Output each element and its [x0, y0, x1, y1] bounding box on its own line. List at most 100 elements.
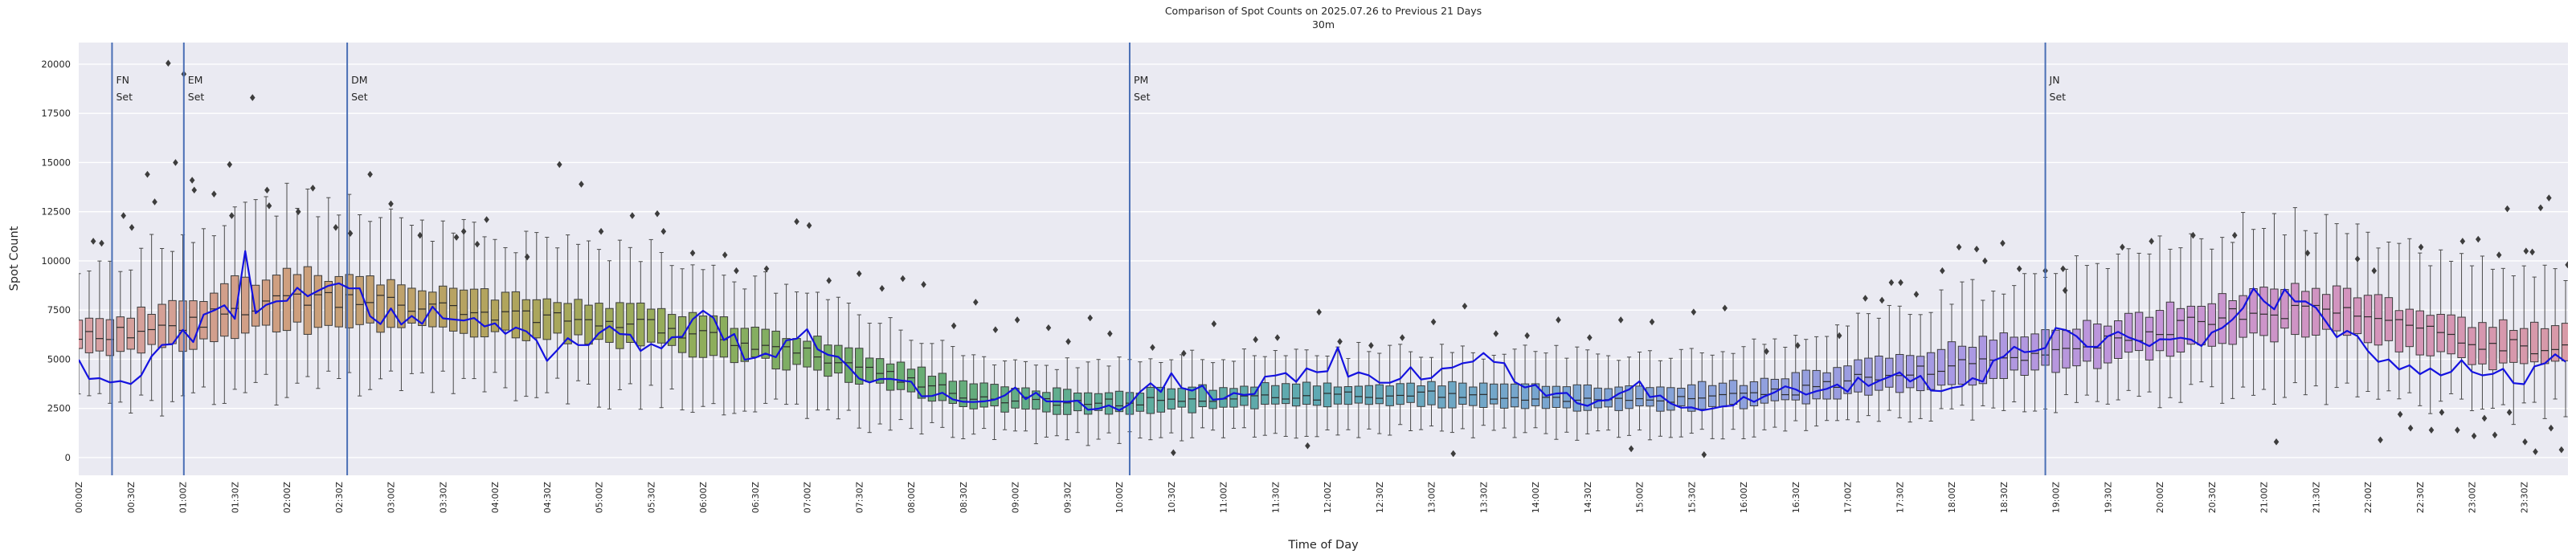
box	[79, 273, 84, 395]
outlier-point	[2475, 235, 2481, 243]
box	[1957, 281, 1967, 406]
outlier-point	[474, 240, 480, 248]
box	[1385, 344, 1394, 436]
box	[1583, 349, 1592, 434]
box	[116, 271, 125, 403]
outlier-point	[579, 181, 584, 188]
box	[2374, 247, 2383, 400]
box	[407, 225, 416, 374]
outlier-point	[2378, 436, 2383, 444]
x-tick-label: 14:00Z	[1531, 482, 1541, 514]
box	[1843, 325, 1852, 421]
outlier-point	[460, 227, 467, 235]
box	[1135, 361, 1145, 439]
outlier-layer	[90, 59, 2568, 458]
box	[2572, 271, 2576, 401]
box	[241, 202, 250, 393]
outlier-point	[1628, 445, 1634, 453]
outlier-point	[2231, 231, 2238, 239]
box	[2312, 232, 2320, 387]
outlier-point	[453, 234, 460, 241]
box	[927, 343, 937, 423]
box	[2405, 238, 2414, 393]
x-tick-label: 21:00Z	[2259, 482, 2270, 514]
outlier-point	[1722, 304, 1728, 312]
x-tick-label: 23:00Z	[2468, 482, 2478, 514]
y-tick-label: 17500	[41, 108, 71, 119]
x-tick-label: 15:00Z	[1635, 482, 1646, 514]
box	[1749, 338, 1759, 438]
outlier-point	[689, 249, 696, 257]
box	[542, 237, 551, 393]
x-tick-label: 15:30Z	[1687, 482, 1697, 514]
x-tick-label: 08:00Z	[906, 482, 917, 514]
box	[1520, 344, 1530, 434]
outlier-point	[1014, 316, 1020, 324]
box	[2436, 249, 2445, 402]
box	[1989, 291, 1998, 409]
box	[490, 238, 500, 373]
outlier-point	[1898, 279, 1903, 287]
x-tick-label: 11:30Z	[1270, 482, 1281, 514]
box	[917, 343, 926, 435]
box	[1104, 365, 1114, 434]
box	[2415, 252, 2424, 406]
box	[813, 291, 822, 411]
outlier-point	[1171, 449, 1176, 457]
x-tick-label: 12:30Z	[1375, 482, 1385, 514]
box	[2186, 233, 2196, 385]
box	[397, 217, 406, 392]
outlier-point	[524, 253, 530, 261]
outlier-point	[1107, 330, 1113, 337]
x-tick-label: 00:30Z	[126, 482, 137, 514]
box	[1291, 348, 1301, 439]
outlier-point	[2354, 255, 2361, 263]
box	[1625, 356, 1634, 436]
x-tick-label: 19:30Z	[2103, 482, 2113, 514]
outlier-point	[2459, 238, 2466, 245]
x-tick-label: 22:00Z	[2363, 482, 2374, 514]
box	[563, 234, 572, 405]
outlier-point	[1087, 314, 1094, 322]
box	[2259, 228, 2268, 390]
outlier-point	[2565, 261, 2568, 269]
x-tick-label: 02:30Z	[334, 482, 345, 514]
box	[1854, 312, 1862, 423]
box	[1770, 338, 1780, 428]
x-tick-label: 06:30Z	[750, 482, 761, 514]
outlier-point	[826, 277, 832, 284]
outlier-point	[1450, 450, 1456, 458]
outlier-point	[1368, 342, 1374, 349]
x-tick-label: 21:30Z	[2311, 482, 2321, 514]
outlier-point	[367, 170, 373, 178]
outlier-point	[900, 275, 906, 283]
box	[1032, 365, 1041, 445]
box	[1364, 351, 1373, 430]
box	[2239, 212, 2247, 388]
outlier-point	[1888, 279, 1895, 287]
box	[1417, 356, 1425, 430]
box	[803, 292, 812, 419]
x-tick-label: 05:00Z	[595, 482, 605, 514]
box	[1156, 362, 1165, 438]
outlier-point	[734, 267, 739, 275]
outlier-point	[1211, 320, 1217, 328]
x-tick-label: 04:00Z	[490, 482, 501, 514]
x-tick-label: 13:00Z	[1427, 482, 1437, 514]
outlier-point	[2016, 265, 2022, 273]
box	[376, 217, 385, 380]
box	[157, 248, 166, 417]
box	[2457, 253, 2466, 400]
box	[231, 206, 239, 390]
outlier-point	[229, 212, 235, 219]
outlier-point	[211, 190, 217, 198]
outlier-point	[921, 281, 926, 288]
box	[2426, 265, 2435, 414]
box	[2051, 273, 2060, 413]
box	[1479, 358, 1488, 426]
box	[636, 261, 645, 410]
outlier-point	[806, 222, 812, 230]
box	[584, 240, 593, 385]
box	[2010, 285, 2018, 403]
box	[1635, 351, 1644, 431]
